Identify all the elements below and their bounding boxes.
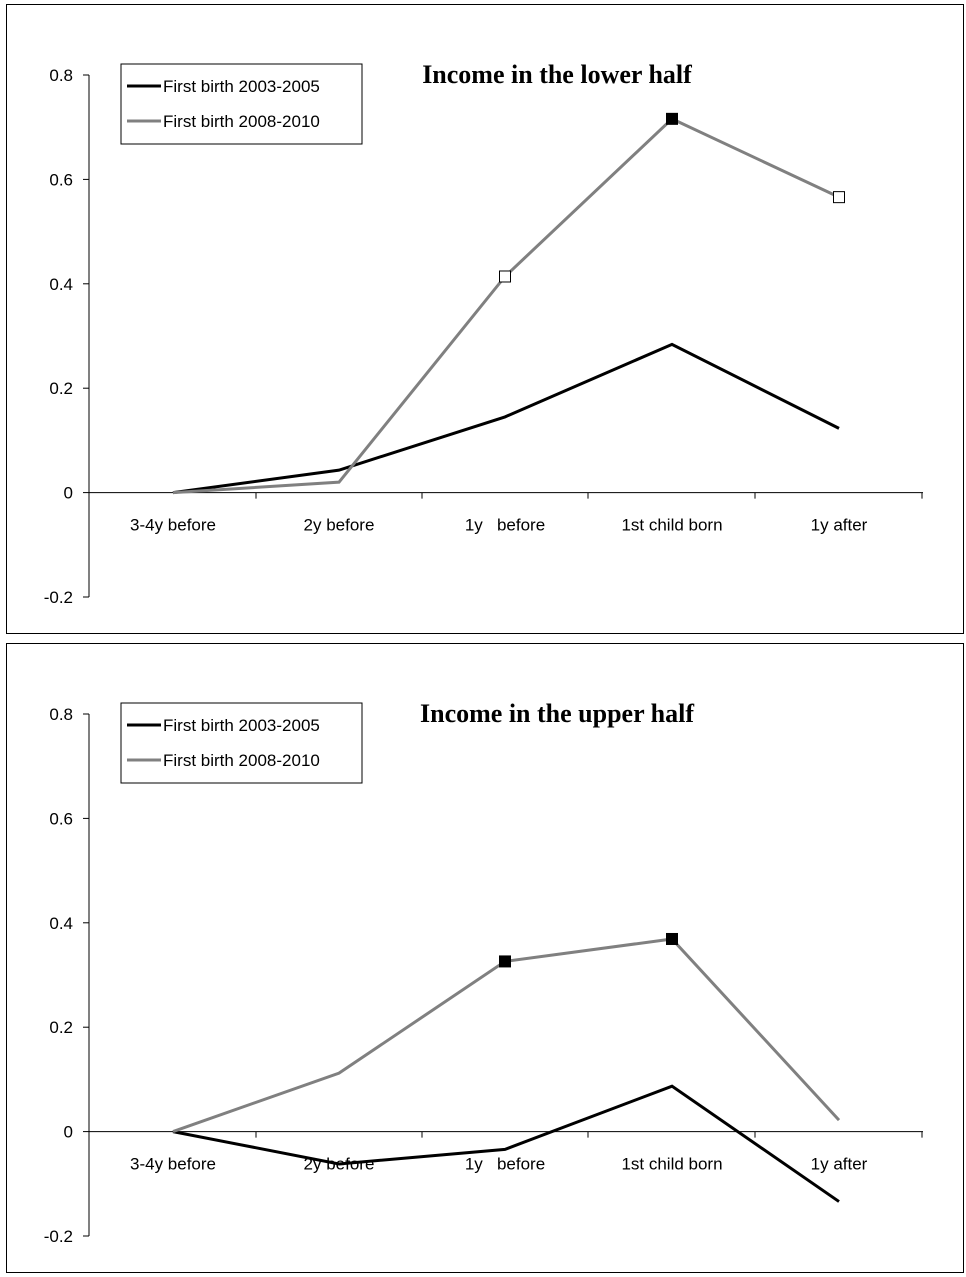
line-chart-upper-half: -0.200.20.40.60.83-4y before 2y before 1y … <box>44 699 923 1246</box>
legend-label-0: First birth 2003-2005 <box>163 77 320 96</box>
legend-box <box>120 63 363 145</box>
data-marker-1-4 <box>833 191 845 204</box>
y-tick-label: 0.6 <box>49 170 73 189</box>
y-tick-label: 0 <box>64 484 73 503</box>
y-tick-label: -0.2 <box>44 588 73 607</box>
x-tick-label: 1st child born <box>621 516 722 535</box>
x-tick-label: 1y before <box>465 1155 545 1174</box>
x-tick-label: 1y after <box>811 1155 868 1174</box>
data-marker-1-3 <box>666 112 678 125</box>
chart-panel-lower-half: -0.2 0 0.2 0.4 0.6 0.8 3-4y before 2y before 1y … <box>6 4 964 634</box>
legend-label-0: First birth 2003-2005 <box>163 716 320 735</box>
y-tick-label: 0 <box>64 1123 73 1142</box>
x-tick-label: 3-4y before <box>130 1155 216 1174</box>
y-tick-label: 0.2 <box>49 1018 73 1037</box>
x-tick-label: 2y before <box>304 516 375 535</box>
chart-panel-upper-half: -0.2 0 0.2 0.4 0.6 0.8 3-4y before 2y before 1y … <box>6 643 964 1273</box>
y-tick-label: 0.2 <box>49 379 73 398</box>
series-line-1 <box>172 937 841 1134</box>
y-tick-label: 0.8 <box>49 66 73 85</box>
chart-title: Income in the upper half <box>420 699 694 728</box>
y-tick-label: 0.4 <box>49 275 73 294</box>
data-marker-1-3 <box>666 932 678 945</box>
x-tick-label: 1y after <box>811 516 868 535</box>
y-tick-label: -0.2 <box>44 1227 73 1246</box>
data-marker-1-2 <box>499 955 511 968</box>
series-line-1 <box>172 117 840 495</box>
series-line-0 <box>172 342 840 495</box>
chart-title: Income in the lower half <box>422 60 692 89</box>
x-tick-label: 3-4y before <box>130 516 216 535</box>
y-tick-label: 0.4 <box>49 914 73 933</box>
y-tick-label: 0.8 <box>49 705 73 724</box>
legend-label-1: First birth 2008-2010 <box>163 112 320 131</box>
series-line-0 <box>172 1084 840 1203</box>
legend-label-1: First birth 2008-2010 <box>163 751 320 770</box>
x-tick-label: 1st child born <box>621 1155 722 1174</box>
data-marker-1-2 <box>499 270 511 283</box>
y-tick-label: 0.6 <box>49 809 73 828</box>
line-chart-lower-half: -0.2 0 0.2 0.4 0.6 0.8 3-4y before 2y before 1y … <box>44 60 923 607</box>
legend-box <box>120 702 363 784</box>
x-tick-label: 1y before <box>465 516 545 535</box>
